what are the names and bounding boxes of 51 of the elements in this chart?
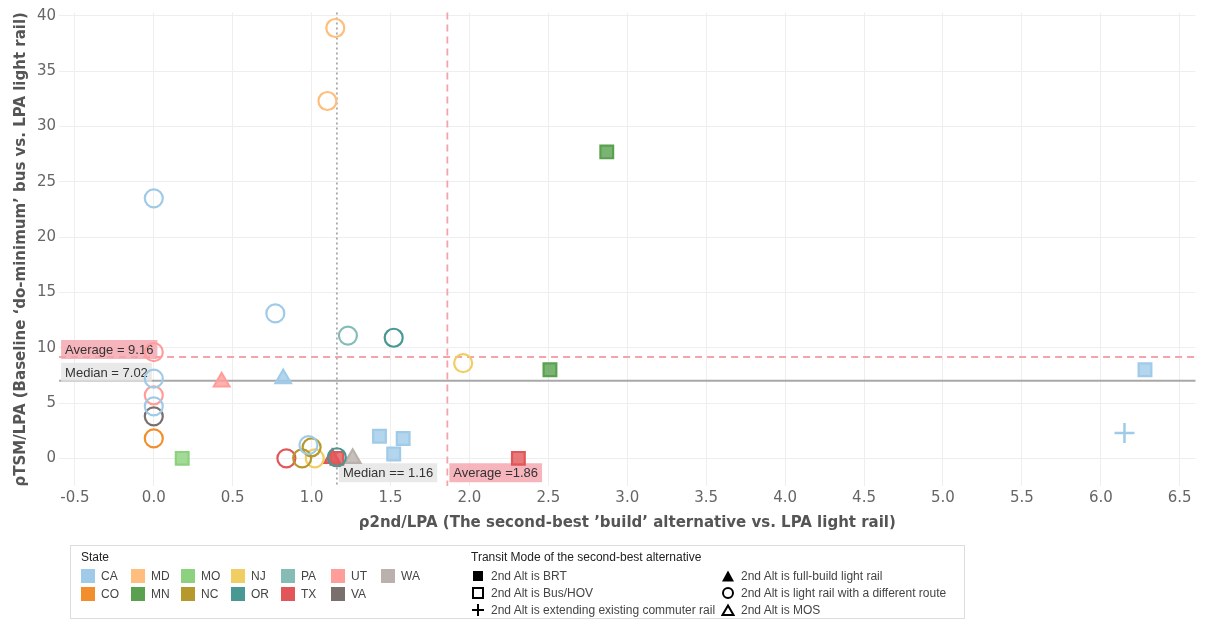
legend-label: NC: [201, 587, 219, 601]
y-tick-label: 35: [36, 61, 57, 80]
legend-label: WA: [401, 569, 420, 583]
ref-line-label: Average =1.86: [453, 465, 539, 481]
legend-label: MN: [151, 587, 170, 601]
text: 2nd Alt is extending existing commuter rail: [491, 602, 716, 617]
x-tick-label: 0.5: [220, 487, 245, 506]
y-tick-label: 10: [36, 337, 57, 356]
x-tick-label: 3.5: [694, 487, 719, 506]
x-tick-label: 1.5: [378, 487, 403, 506]
x-tick-label: 2.0: [457, 487, 482, 506]
legend-label: NJ: [251, 569, 266, 583]
legend-label: MO: [201, 569, 221, 583]
y-axis-title: ρTSM/LPA (Baseline ‘do-minimum’ bus vs. LPA light rail): [10, 12, 29, 487]
x-tick-label: 4.5: [852, 487, 876, 506]
text: Transit Mode of the second-best alternative: [471, 550, 703, 564]
ref-line-label: Median = 7.02: [65, 364, 148, 380]
y-tick-label: 25: [36, 171, 57, 190]
legend-label: VA: [351, 587, 367, 601]
y-tick-label: 20: [36, 226, 57, 245]
ref-line-label: Average = 9.16: [65, 342, 154, 358]
y-tick-label: 40: [36, 5, 57, 24]
y-tick-label: 15: [36, 282, 57, 301]
y-tick-label: 0: [46, 448, 57, 467]
x-tick-label: 6.5: [1167, 487, 1192, 506]
x-tick-label: 6.0: [1088, 487, 1113, 506]
legend-label: OR: [251, 587, 269, 601]
x-axis-title: ρ2nd/LPA (The second-best ’build’ alternative vs. LPA light rail): [358, 512, 896, 531]
text: 2nd Alt is full-build light rail: [741, 568, 883, 583]
text: 2nd Alt is MOS: [741, 602, 821, 617]
y-tick-label: 5: [46, 392, 57, 411]
ref-line-label: Median == 1.16: [342, 465, 434, 481]
legend-label: UT: [351, 569, 367, 583]
text: 2nd Alt is BRT: [491, 568, 567, 583]
x-tick-label: 5.5: [1009, 487, 1034, 506]
x-tick-label: 2.5: [536, 487, 561, 506]
legend-label: MD: [151, 569, 170, 583]
legend-label: PA: [301, 569, 317, 583]
x-tick-label: 3.0: [615, 487, 640, 506]
legend-label: CO: [101, 587, 119, 601]
text: 2nd Alt is light rail with a different route: [741, 585, 947, 600]
x-tick-label: 1.0: [299, 487, 324, 506]
y-tick-label: 30: [36, 116, 57, 135]
legend-title: State: [81, 550, 111, 564]
x-tick-label: 0.0: [141, 487, 166, 506]
text: 2nd Alt is Bus/HOV: [491, 585, 594, 600]
x-tick-label: -0.5: [60, 487, 90, 506]
x-tick-label: 4.0: [773, 487, 798, 506]
x-tick-label: 5.0: [931, 487, 955, 506]
legend-label: CA: [101, 569, 118, 583]
legend-label: TX: [301, 587, 317, 601]
